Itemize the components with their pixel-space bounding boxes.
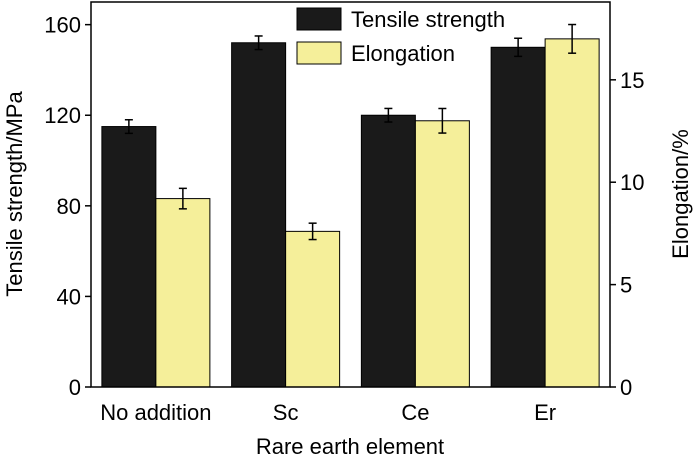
error-bar (254, 35, 263, 51)
y-left-tick-label: 0 (69, 375, 81, 400)
bar-elongation-sc (285, 230, 341, 388)
bar-tensile-strength-no-addition (101, 126, 157, 388)
bar-elongation-er (544, 38, 600, 388)
x-tick-label: Er (534, 400, 556, 425)
bar-elongation-ce (414, 120, 470, 388)
error-bar (124, 119, 133, 135)
error-bars-layer (124, 23, 577, 241)
y-left-tick-label: 80 (57, 194, 81, 219)
error-bar (568, 23, 577, 54)
bar-tensile-strength-ce (360, 114, 416, 388)
y-left-tick-label: 120 (44, 103, 81, 128)
bar-tensile-strength-sc (231, 42, 287, 388)
error-bar (308, 222, 317, 241)
x-axis-title: Rare earth element (256, 434, 444, 459)
plot-frame (90, 1, 611, 388)
y-left-tick-label: 40 (57, 284, 81, 309)
y-right-tick-label: 15 (620, 68, 644, 93)
x-tick-label: No addition (100, 400, 211, 425)
x-tick-label: Ce (401, 400, 429, 425)
error-bar (178, 187, 187, 210)
legend-swatch-elongation (296, 41, 342, 65)
y-right-tick-label: 0 (620, 375, 632, 400)
error-bar (384, 107, 393, 123)
y-right-tick-label: 5 (620, 273, 632, 298)
legend-label-elongation: Elongation (351, 41, 455, 66)
legend: Tensile strength Elongation (296, 7, 505, 66)
legend-swatch-tensile-strength (296, 7, 342, 31)
y-axis-title-right: Elongation/% (668, 129, 693, 259)
x-tick-label: Sc (273, 400, 299, 425)
legend-label-tensile-strength: Tensile strength (351, 7, 505, 32)
error-bar (514, 37, 523, 58)
error-bar (438, 107, 447, 134)
y-left-tick-label: 160 (44, 13, 81, 38)
bars-layer (101, 38, 600, 388)
ticks-layer: No addition Sc Ce Er 0 40 80 120 160 0 5 10 15 (44, 13, 644, 425)
bar-elongation-no-addition (155, 198, 211, 388)
y-axis-title-left: Tensile strength/MPa (2, 91, 27, 297)
bar-tensile-strength-er (490, 46, 546, 388)
y-right-tick-label: 10 (620, 170, 644, 195)
